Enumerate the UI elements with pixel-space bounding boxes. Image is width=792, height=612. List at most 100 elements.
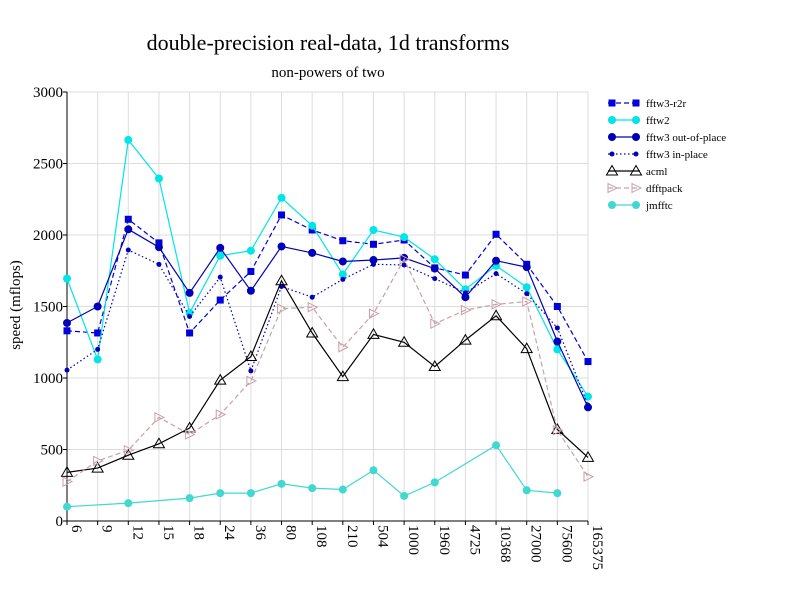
data-point bbox=[369, 466, 378, 475]
data-point bbox=[308, 221, 317, 230]
series-line bbox=[66, 249, 589, 406]
data-point bbox=[522, 283, 531, 292]
data-point bbox=[432, 276, 438, 282]
data-point bbox=[248, 368, 254, 374]
data-point bbox=[522, 486, 531, 495]
data-point bbox=[93, 302, 102, 311]
y-tick-label: 1500 bbox=[33, 300, 63, 316]
data-point bbox=[64, 367, 70, 373]
data-point bbox=[308, 248, 317, 257]
legend-marker-start bbox=[608, 133, 616, 141]
data-point bbox=[400, 491, 409, 500]
data-point bbox=[581, 450, 595, 462]
data-point bbox=[338, 257, 347, 266]
data-point bbox=[278, 211, 286, 219]
data-point bbox=[489, 309, 503, 321]
legend-marker-start bbox=[608, 201, 616, 209]
grid bbox=[66, 91, 589, 522]
data-point bbox=[369, 256, 378, 265]
y-axis-label: speed (mflops) bbox=[8, 260, 24, 350]
data-point bbox=[370, 261, 376, 267]
y-tick-label: 2500 bbox=[33, 157, 63, 173]
series-fftw2 bbox=[63, 135, 592, 401]
data-point bbox=[305, 326, 319, 338]
data-point bbox=[492, 230, 500, 238]
data-point bbox=[461, 293, 470, 302]
data-point bbox=[307, 301, 319, 313]
data-point bbox=[585, 402, 591, 408]
data-point bbox=[460, 304, 472, 316]
y-tick-label: 2000 bbox=[33, 228, 63, 244]
plot-area bbox=[60, 135, 595, 511]
data-point bbox=[367, 327, 380, 339]
legend-item: jmfftc bbox=[608, 200, 673, 212]
data-point bbox=[93, 355, 102, 364]
data-point bbox=[520, 342, 534, 354]
data-point bbox=[94, 329, 102, 337]
data-point bbox=[247, 267, 255, 275]
data-point bbox=[124, 499, 133, 508]
x-tick-label: 75600 bbox=[558, 525, 574, 563]
data-point bbox=[93, 455, 104, 467]
data-point bbox=[430, 255, 439, 264]
data-point bbox=[277, 193, 286, 202]
legend-marker-end bbox=[632, 116, 640, 124]
data-point bbox=[155, 239, 163, 247]
series-jmfftc bbox=[63, 441, 562, 511]
data-point bbox=[553, 303, 561, 310]
data-point bbox=[430, 478, 439, 487]
data-point bbox=[217, 274, 223, 280]
data-point bbox=[154, 174, 163, 183]
legend-label: fftw3 out-of-place bbox=[646, 132, 726, 144]
x-tick-label: 36 bbox=[252, 525, 268, 541]
data-point bbox=[185, 494, 194, 503]
chart-title: double-precision real-data, 1d transform… bbox=[147, 30, 510, 55]
legend-marker-end bbox=[632, 133, 640, 141]
data-point bbox=[368, 308, 380, 319]
data-point bbox=[216, 251, 225, 260]
data-point bbox=[246, 489, 255, 498]
data-point bbox=[430, 264, 439, 273]
legend-item: acml bbox=[605, 164, 667, 178]
data-point bbox=[63, 327, 71, 335]
x-tick-label: 1000 bbox=[405, 525, 421, 555]
legend-marker-start bbox=[605, 164, 619, 176]
legend-item: fftw2 bbox=[608, 115, 670, 127]
data-point bbox=[275, 274, 288, 286]
series-fftw3-out-of-place bbox=[63, 225, 592, 412]
legend-marker-end bbox=[632, 201, 640, 209]
data-point bbox=[277, 303, 288, 314]
y-ticks: 0 500 1000 1500 2000 2500 3000 bbox=[33, 85, 67, 530]
data-point bbox=[246, 246, 255, 255]
chart-subtitle: non-powers of two bbox=[271, 65, 384, 81]
data-point bbox=[187, 314, 193, 320]
data-point bbox=[308, 226, 316, 234]
legend-item: fftw3 out-of-place bbox=[608, 132, 726, 144]
data-point bbox=[124, 135, 133, 144]
data-point bbox=[369, 225, 378, 234]
data-point bbox=[62, 476, 74, 487]
data-point bbox=[216, 243, 225, 252]
legend-label: fftw2 bbox=[646, 115, 670, 127]
y-tick-label: 500 bbox=[41, 443, 64, 459]
data-point bbox=[185, 308, 194, 317]
data-point bbox=[338, 270, 347, 279]
legend-item: dfftpack bbox=[607, 182, 683, 195]
data-point bbox=[459, 333, 472, 345]
data-point bbox=[428, 360, 442, 372]
data-point bbox=[492, 441, 501, 450]
x-tick-label: 15 bbox=[160, 525, 176, 540]
series-line bbox=[66, 279, 589, 473]
data-point bbox=[462, 290, 468, 296]
data-point bbox=[154, 412, 166, 423]
x-tick-label: 504 bbox=[374, 525, 390, 548]
x-tick-label: 18 bbox=[191, 525, 207, 540]
x-tick-label: 80 bbox=[283, 525, 299, 540]
data-point bbox=[124, 225, 133, 234]
legend-label: fftw3 in-place bbox=[646, 149, 708, 161]
data-point bbox=[309, 294, 315, 300]
data-point bbox=[185, 288, 194, 297]
data-point bbox=[277, 479, 286, 488]
data-point bbox=[369, 240, 377, 248]
